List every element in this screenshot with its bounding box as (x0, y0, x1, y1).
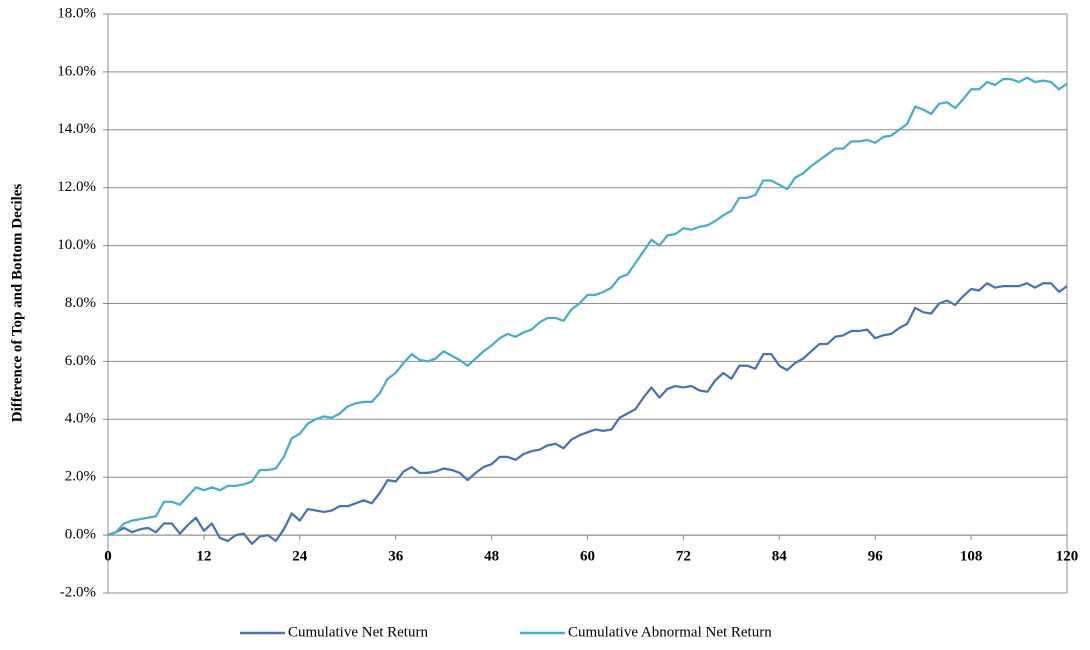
x-tick-label: 120 (1056, 549, 1079, 565)
y-tick-label: 4.0% (65, 411, 96, 427)
y-tick-label: 16.0% (57, 63, 96, 79)
y-tick-label: 8.0% (65, 295, 96, 311)
x-tick-label: 48 (484, 549, 499, 565)
y-axis-title: Difference of Top and Bottom Deciles (9, 184, 25, 423)
series-line (107, 76, 1068, 537)
y-tick-label: 12.0% (57, 179, 96, 195)
y-tick-label: 10.0% (57, 237, 96, 253)
series-line (107, 282, 1068, 545)
x-tick-label: 96 (868, 549, 884, 565)
legend-label: Cumulative Net Return (288, 624, 428, 640)
x-tick-label: 72 (676, 549, 691, 565)
y-tick-label: 2.0% (65, 469, 96, 485)
x-tick-label: 12 (196, 549, 211, 565)
x-tick-label: 24 (292, 549, 308, 565)
x-tick-label: 84 (772, 549, 788, 565)
y-tick-label: -2.0% (60, 584, 96, 600)
y-tick-label: 6.0% (65, 353, 96, 369)
x-tick-label: 36 (388, 549, 404, 565)
y-tick-label: 18.0% (57, 5, 96, 21)
x-tick-label: 60 (580, 549, 595, 565)
y-tick-label: 14.0% (57, 121, 96, 137)
legend-label: Cumulative Abnormal Net Return (568, 624, 772, 640)
x-tick-label: 0 (104, 549, 112, 565)
x-tick-label: 108 (960, 549, 983, 565)
y-tick-label: 0.0% (65, 527, 96, 543)
